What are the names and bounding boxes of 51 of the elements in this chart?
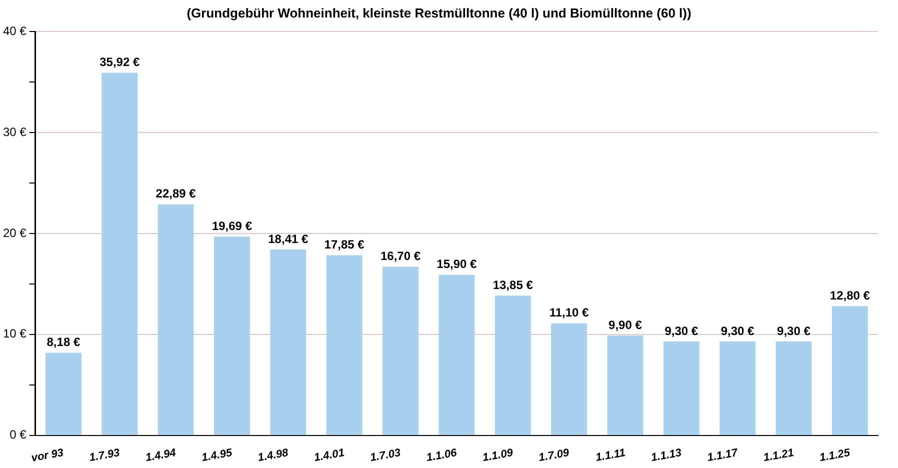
x-tick-label: 1.4.98 <box>256 446 290 464</box>
data-label: 9,90 € <box>608 318 642 332</box>
x-tick-label: 1.7.03 <box>369 446 402 464</box>
x-tick-label: 1.4.95 <box>200 446 234 464</box>
data-label: 13,85 € <box>492 278 534 292</box>
data-label: 35,92 € <box>100 55 140 70</box>
bar <box>214 236 250 435</box>
data-label: 22,89 € <box>156 186 196 201</box>
x-tick-label: 1.1.13 <box>650 446 682 464</box>
data-label: 11,10 € <box>549 306 590 320</box>
data-label: 16,70 € <box>380 249 421 264</box>
bar <box>102 72 138 435</box>
x-tick-label: 1.1.21 <box>762 446 795 464</box>
bar <box>720 341 756 435</box>
x-tick-label: 1.1.25 <box>818 446 852 464</box>
bar <box>382 266 418 435</box>
bar <box>158 204 194 435</box>
data-label: 18,41 € <box>268 232 308 246</box>
x-tick-label: 1.7.93 <box>88 446 121 464</box>
data-label: 8,18 € <box>46 335 80 350</box>
bar <box>45 352 82 435</box>
bar <box>270 250 306 435</box>
bar <box>551 323 588 435</box>
x-tick-label: vor 93 <box>30 446 64 464</box>
data-label: 12,80 € <box>830 288 870 302</box>
data-label: 17,85 € <box>324 238 365 252</box>
bar <box>663 341 700 435</box>
x-tick-label: 1.1.09 <box>482 446 515 464</box>
bar <box>607 335 644 435</box>
data-label: 9,30 € <box>664 324 698 338</box>
data-label: 9,30 € <box>777 324 811 338</box>
x-tick-label: 1.4.01 <box>313 446 346 464</box>
bar <box>438 274 475 435</box>
x-tick-label: 1.1.11 <box>594 446 626 464</box>
y-tick-label: 30 € <box>2 124 27 139</box>
bar <box>776 341 812 435</box>
x-tick-label: 1.1.06 <box>426 446 459 464</box>
bar <box>494 296 531 435</box>
x-tick-label: 1.4.94 <box>144 446 177 464</box>
y-tick-label: 10 € <box>2 326 27 341</box>
bar <box>326 255 362 435</box>
y-tick-label: 0 € <box>10 428 27 442</box>
y-tick-label: 20 € <box>2 226 27 240</box>
data-label: 15,90 € <box>436 257 478 272</box>
data-label: 9,30 € <box>720 324 755 338</box>
bar <box>832 306 868 435</box>
x-tick-label: 1.1.17 <box>706 446 740 464</box>
x-tick-label: 1.7.09 <box>538 446 571 464</box>
data-label: 19,69 € <box>212 218 252 233</box>
chart-title: (Grundgebühr Wohneinheit, kleinste Restmülltonne (40 l) und Biomülltonne (60 l)) <box>186 5 692 20</box>
y-tick-label: 40 € <box>2 24 27 38</box>
